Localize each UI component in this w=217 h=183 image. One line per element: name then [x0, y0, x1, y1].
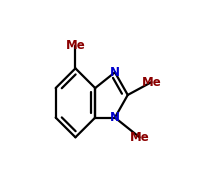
Text: N: N — [110, 111, 120, 124]
Text: N: N — [110, 66, 120, 79]
Text: Me: Me — [66, 39, 85, 52]
Text: Me: Me — [141, 76, 161, 89]
Text: Me: Me — [130, 131, 150, 144]
